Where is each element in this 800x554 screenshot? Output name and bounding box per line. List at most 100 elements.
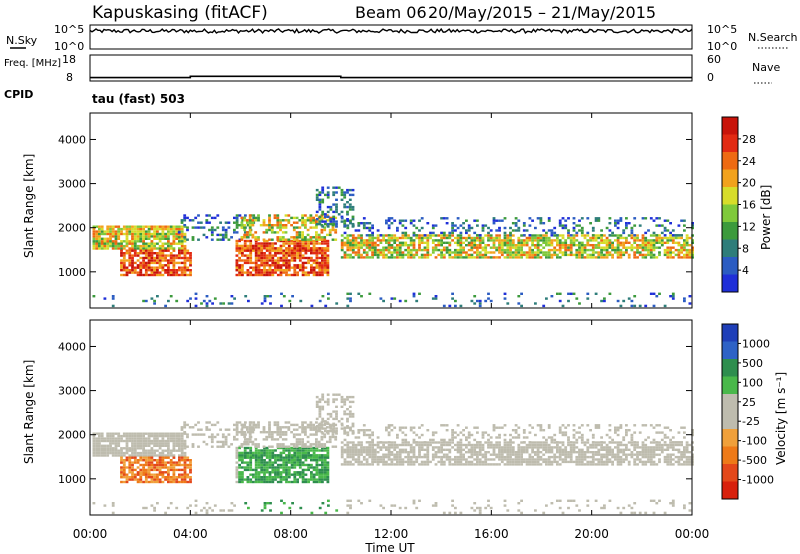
velocity-cell — [368, 453, 372, 456]
power-cell — [332, 210, 336, 214]
power-cell — [304, 236, 307, 239]
velocity-cell — [567, 455, 570, 459]
power-cell — [238, 266, 241, 269]
power-cell — [180, 252, 184, 255]
power-cell — [605, 239, 609, 242]
power-cell — [398, 244, 402, 247]
velocity-cell — [368, 446, 372, 449]
power-cell — [495, 239, 499, 242]
velocity-cell — [600, 458, 603, 461]
power-cell — [401, 241, 405, 244]
velocity-cell — [180, 444, 184, 447]
power-cell — [281, 238, 285, 241]
power-cell — [161, 264, 165, 267]
power-cell — [398, 256, 402, 259]
velocity-cell — [133, 451, 137, 455]
power-cell — [279, 264, 283, 267]
colorbar-segment — [722, 257, 738, 275]
power-cell — [500, 244, 504, 247]
velocity-cell — [268, 423, 271, 427]
power-cell — [354, 236, 358, 240]
velocity-cell — [396, 455, 399, 459]
velocity-cell — [470, 446, 474, 449]
power-cell — [476, 234, 479, 237]
power-cell — [354, 246, 358, 249]
power-cell — [580, 248, 584, 252]
velocity-cell — [553, 458, 557, 461]
power-cell — [109, 235, 112, 238]
velocity-cell — [318, 459, 322, 462]
power-cell — [254, 271, 258, 274]
power-cell — [522, 253, 526, 257]
velocity-cell — [246, 451, 250, 455]
power-cell — [583, 244, 587, 247]
power-cell — [351, 208, 355, 211]
velocity-cell — [459, 463, 463, 466]
velocity-cell — [360, 451, 363, 454]
power-cell — [279, 252, 283, 255]
power-cell — [362, 241, 366, 244]
power-cell — [257, 269, 261, 272]
velocity-cell — [189, 459, 192, 462]
power-cell — [545, 234, 548, 237]
velocity-cell — [321, 420, 325, 423]
velocity-cell — [644, 460, 648, 464]
power-cell — [142, 235, 145, 238]
velocity-cell — [371, 443, 374, 447]
power-cell — [100, 232, 104, 236]
power-cell — [240, 224, 244, 227]
power-cell — [658, 253, 661, 257]
velocity-cell — [348, 412, 352, 416]
power-cell — [131, 244, 134, 248]
power-cell — [448, 231, 452, 235]
power-cell — [183, 256, 187, 260]
power-cell — [315, 193, 319, 197]
velocity-cell — [268, 445, 271, 448]
velocity-cell — [337, 420, 341, 423]
power-cell — [301, 271, 305, 274]
power-cell — [310, 269, 313, 272]
velocity-cell — [520, 460, 523, 464]
velocity-cell — [569, 446, 573, 449]
power-cell — [318, 269, 322, 272]
velocity-cell — [677, 458, 681, 461]
power-cell — [346, 292, 350, 295]
velocity-cell — [271, 449, 275, 452]
power-cell — [622, 251, 626, 254]
power-cell — [465, 239, 468, 242]
velocity-cell — [326, 466, 330, 469]
power-cell — [312, 219, 315, 222]
power-cell — [680, 251, 683, 254]
velocity-cell — [156, 439, 159, 443]
power-cell — [133, 242, 137, 245]
velocity-cell — [500, 446, 504, 449]
velocity-cell — [251, 428, 255, 431]
power-cell — [547, 248, 551, 252]
power-cell — [147, 225, 151, 228]
velocity-cell — [92, 442, 96, 445]
power-cell — [476, 239, 479, 242]
velocity-cell — [459, 451, 463, 454]
power-cell — [167, 266, 170, 269]
power-cell — [243, 242, 247, 245]
velocity-cell — [301, 446, 305, 450]
velocity-cell — [139, 451, 143, 455]
power-cell — [191, 238, 195, 241]
velocity-cell — [644, 463, 648, 466]
velocity-cell — [282, 478, 286, 481]
power-cell — [248, 214, 252, 217]
power-cell — [161, 247, 165, 250]
velocity-cell — [276, 438, 280, 441]
power-cell — [326, 210, 330, 214]
power-cell — [658, 217, 661, 220]
power-cell — [368, 244, 372, 247]
power-cell — [346, 241, 350, 244]
velocity-cell — [558, 453, 562, 456]
velocity-cell — [307, 454, 310, 457]
power-cell — [235, 269, 239, 272]
velocity-cell — [150, 454, 154, 457]
velocity-cell — [276, 468, 280, 472]
power-cell — [412, 256, 416, 259]
power-cell — [186, 252, 190, 255]
velocity-cell — [122, 434, 126, 438]
